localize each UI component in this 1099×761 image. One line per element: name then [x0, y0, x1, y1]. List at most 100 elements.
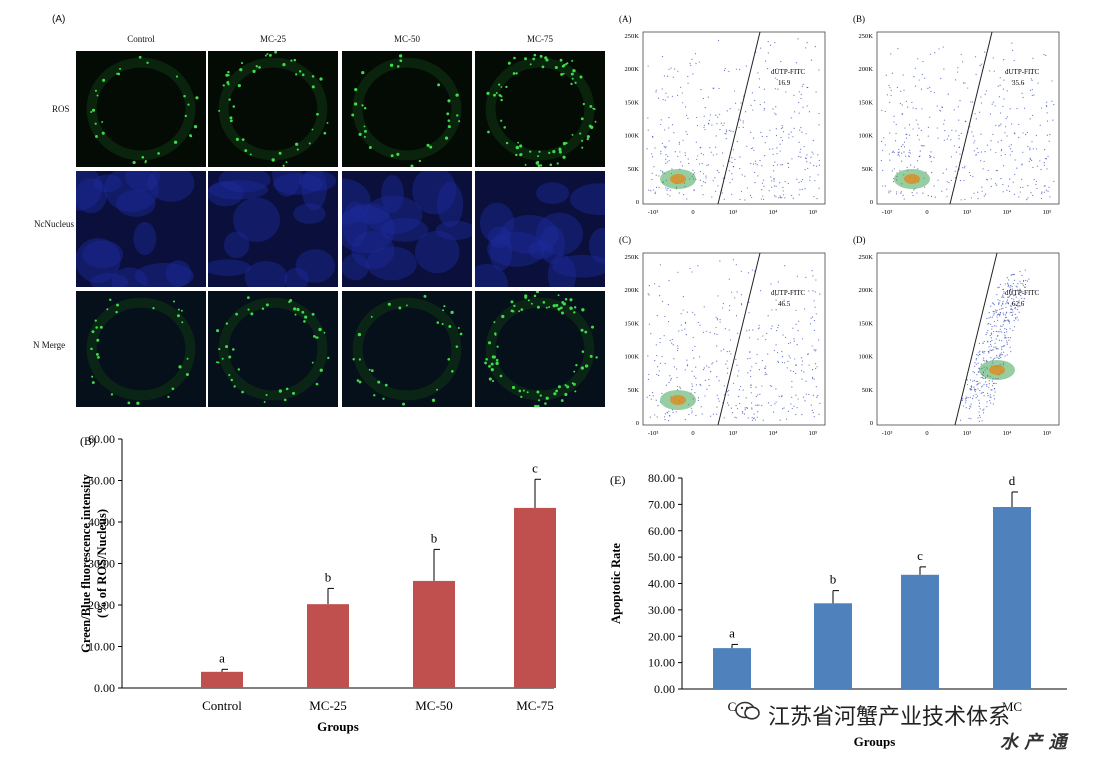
micrograph-ros-0	[76, 51, 206, 167]
y-tick-label: 60.00	[88, 432, 115, 446]
micrograph-n-merge-1	[208, 291, 338, 407]
y-tick-label: 70.00	[648, 497, 675, 511]
flow-y-tick: 50K	[628, 387, 640, 394]
flow-panel: (D) 250K 200K 150K 100K 50K 0 -10³ 0 10³ 10⁴ 10⁵ dUT…	[845, 233, 1065, 453]
watermark-text: 江苏省河蟹产业技术体系	[768, 705, 1011, 730]
flow-panel: (B) 250K 200K 150K 100K 50K 0 -10³ 0 10³ 10⁴ 10⁵ dUT…	[845, 12, 1065, 232]
y-tick-label: 10.00	[648, 656, 675, 670]
flow-y-tick: 200K	[859, 66, 874, 73]
microscopy-row-label: N Merge	[33, 340, 66, 350]
micrograph-ncnucleus-1	[208, 171, 338, 287]
panel-a-letter: (A)	[52, 14, 66, 25]
ros-intensity-bar-chart: (B) 0.00 10.00 20.00 30.00 40.00 50.00 60.00 a Co…	[79, 432, 556, 734]
flow-y-tick: 250K	[859, 254, 874, 261]
flow-x-tick: 10⁴	[769, 209, 779, 216]
category-label: Control	[202, 698, 242, 713]
category-label: C	[728, 699, 737, 714]
gate-value: 16.9	[778, 79, 791, 87]
y-tick-label: 50.00	[648, 550, 675, 564]
micrograph-ros-2	[342, 51, 472, 167]
flow-y-tick: 200K	[859, 287, 874, 294]
flow-y-tick: 150K	[625, 320, 640, 327]
flow-x-tick: 10⁴	[1003, 430, 1013, 437]
flow-x-tick: -10³	[882, 209, 893, 216]
bar	[993, 507, 1031, 689]
gate-value: 46.5	[778, 300, 791, 308]
flow-y-tick: 150K	[859, 320, 874, 327]
flow-y-tick: 100K	[625, 133, 640, 140]
flow-y-tick: 0	[636, 199, 639, 206]
gate-label: dUTP-FITC	[771, 68, 806, 76]
y-axis-label: Apoptotic Rate	[609, 543, 623, 624]
y-axis-label: Green/Blue fluorescence intensity	[79, 473, 93, 652]
gate-value: 35.6	[1012, 79, 1025, 87]
y-tick-label: 40.00	[88, 515, 115, 529]
y-tick-label: 30.00	[648, 603, 675, 617]
flow-y-tick: 200K	[625, 287, 640, 294]
flow-x-tick: 10⁵	[1043, 430, 1052, 437]
microscopy-column-label: MC-75	[526, 34, 553, 44]
microscopy-column-label: MC-50	[393, 34, 420, 44]
flow-y-tick: 100K	[859, 354, 874, 361]
significance-letter: c	[532, 460, 538, 475]
category-label: MC-75	[516, 698, 554, 713]
flow-y-tick: 50K	[862, 387, 874, 394]
microscopy-column-label: Control	[127, 34, 155, 44]
y-tick-label: 80.00	[648, 471, 675, 485]
y-tick-label: 10.00	[88, 640, 115, 654]
bar	[901, 574, 939, 689]
flow-y-tick: 50K	[628, 166, 640, 173]
micrograph-n-merge-0	[76, 291, 206, 407]
wechat-logo-icon	[735, 700, 761, 722]
significance-letter: b	[325, 569, 332, 584]
flow-y-tick: 150K	[859, 99, 874, 106]
micrograph-ros-3	[475, 51, 605, 167]
flow-x-tick: 10⁵	[809, 430, 818, 437]
flow-panel-letter: (B)	[853, 14, 865, 24]
y-tick-label: 0.00	[94, 681, 115, 695]
y-tick-label: 60.00	[648, 524, 675, 538]
bar	[201, 671, 243, 688]
significance-letter: c	[917, 548, 923, 563]
micrograph-ncnucleus-0	[76, 171, 206, 287]
gate-label: dUTP-FITC	[771, 289, 806, 297]
micrograph-n-merge-3	[475, 291, 605, 407]
flow-x-tick: 10³	[729, 430, 738, 437]
flow-x-tick: -10³	[882, 430, 893, 437]
flow-x-tick: 10⁵	[809, 209, 818, 216]
flow-y-tick: 50K	[862, 166, 874, 173]
y-tick-label: 30.00	[88, 557, 115, 571]
micrograph-n-merge-2	[342, 291, 472, 407]
category-label: MC-50	[415, 698, 453, 713]
flow-x-tick: 10³	[729, 209, 738, 216]
flow-x-tick: 0	[691, 430, 694, 437]
flow-panel: (C) 250K 200K 150K 100K 50K 0 -10³ 0 10³ 10⁴ 10⁵ dUT…	[611, 233, 831, 453]
y-tick-label: 50.00	[88, 474, 115, 488]
flow-y-tick: 100K	[625, 354, 640, 361]
gate-label: dUTP-FITC	[1005, 289, 1040, 297]
panel-letter: (E)	[610, 473, 625, 487]
y-tick-label: 20.00	[648, 629, 675, 643]
flow-y-tick: 150K	[625, 99, 640, 106]
significance-letter: d	[1009, 473, 1016, 488]
watermark-sub: 水 产 通	[1000, 732, 1067, 753]
x-axis-label: Groups	[854, 734, 896, 749]
flow-y-tick: 250K	[625, 254, 640, 261]
micrograph-ros-1	[208, 51, 338, 167]
flow-y-tick: 0	[870, 199, 873, 206]
bar	[413, 580, 455, 688]
flow-panel: (A) 250K 200K 150K 100K 50K 0 -10³ 0 10³ 10⁴ 10⁵ dUT…	[611, 12, 831, 232]
flow-x-tick: 0	[925, 209, 928, 216]
flow-x-tick: -10³	[648, 209, 659, 216]
gate-label: dUTP-FITC	[1005, 68, 1040, 76]
micrograph-ncnucleus-3	[475, 171, 605, 287]
flow-y-tick: 0	[636, 420, 639, 427]
y-tick-label: 20.00	[88, 598, 115, 612]
significance-letter: b	[830, 572, 837, 587]
panel-letter: (B)	[80, 434, 96, 448]
flow-x-tick: 10⁴	[1003, 209, 1013, 216]
flow-y-tick: 200K	[625, 66, 640, 73]
y-axis-label-2: (% of ROS/Nucleus)	[95, 509, 109, 618]
flow-panel-letter: (A)	[619, 14, 632, 24]
category-label: MC-25	[309, 698, 347, 713]
